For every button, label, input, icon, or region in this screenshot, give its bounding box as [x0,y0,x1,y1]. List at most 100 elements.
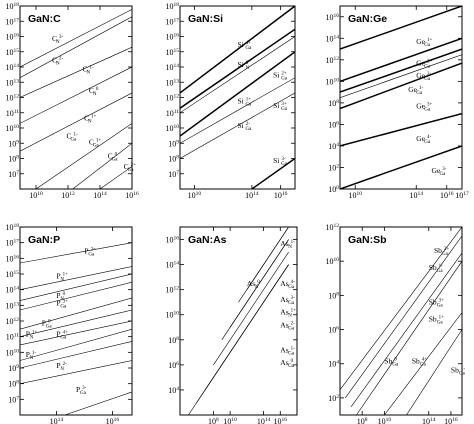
curve-label: As 1-Ga [280,345,295,356]
curve-label: Ge 3+ Ga [416,102,432,113]
y-tick-label: 1014 [166,261,180,270]
y-tick-label: 1012 [6,94,20,103]
curve-label: C 3-N [52,34,64,45]
curve-label: Ge 3-Ga [432,166,447,177]
y-tick-label: 1011 [6,333,20,342]
curve-label: As 1+ N [280,308,296,319]
plot-frame [339,226,463,416]
curve-label: P 1-N [26,350,37,361]
x-tick-label: 1010 [349,191,363,200]
series-line-1 [20,242,132,264]
x-tick-label: 1014 [410,191,424,200]
y-tick-label: 1016 [6,33,20,42]
y-tick-label: 1014 [166,63,180,72]
curve-label: Si 0 N [238,60,250,71]
y-tick-label: 1017 [166,17,180,26]
y-tick-label: 107 [8,170,19,179]
y-tick-label: 1012 [326,223,340,232]
curve-label: C 1+ N [84,114,97,125]
y-tick-label: 1016 [326,13,340,22]
y-tick-label: 1017 [6,239,20,248]
series-line-2 [345,235,462,399]
series-group [20,9,132,189]
curve-label: C 1-N [82,65,94,76]
panel-6: 108 1010 1014 1016 102 104 106 108 1010 1012 GaN:S… [326,223,466,424]
series-group [20,242,132,415]
x-tick-label: 1014 [245,191,259,200]
series-line-3 [20,273,132,301]
series-line-5 [340,62,462,110]
x-tick-label: 1014 [257,417,271,424]
x-tick-label: 1010 [378,417,392,424]
panel-title: GaN:C [28,13,61,25]
y-tick-label: 106 [168,361,179,370]
curve-label: Si 1+ Ga [238,97,253,108]
y-tick-label: 1012 [166,94,180,103]
y-tick-label: 1016 [166,33,180,42]
curve-label: Ge 1-Ga [408,85,423,96]
series-line-11 [64,391,132,415]
curve-label: C 2+ Ga [124,162,137,173]
series-line-6 [20,309,132,337]
series-line-7 [340,145,462,189]
plot-frame [339,5,463,190]
y-tick-label: 1013 [6,301,20,310]
series-line-3 [340,48,462,93]
curve-label: C 1-Ga [66,132,78,143]
curve-label: As 0 N [247,279,260,290]
curve-label: Si 2+ Ga [273,71,288,82]
y-tick-label: 104 [328,142,339,151]
y-tick-label: 100 [328,185,339,194]
x-tick-label: 1016 [440,191,454,200]
panel-title: GaN:Si [188,13,223,25]
y-tick-label: 1010 [326,77,340,86]
curve-label: Sb 1-Ga [429,263,444,274]
plot-frame [179,226,298,416]
series-line-5 [20,92,132,152]
x-tick-label: 1016 [274,191,288,200]
curve-label: Si 3+ Ga [273,101,288,112]
y-tick-label: 1015 [6,270,20,279]
x-tick-label: 1017 [455,191,469,200]
series-line-5 [213,251,289,366]
y-tick-label: 1017 [6,17,20,26]
y-tick-label: 107 [168,170,179,179]
series-line-3 [20,46,132,98]
x-tick-label: 1016 [125,191,139,200]
y-tick-label: 1010 [6,124,20,133]
y-tick-label: 1013 [6,78,20,87]
series-line-4 [180,51,295,137]
curve-label: Ge 1+ Ga [416,37,432,48]
y-tick-label: 1012 [6,317,20,326]
series-line-8 [99,166,132,189]
curve-label: P 3-Ga [76,385,87,396]
series-line-2 [20,16,132,78]
y-tick-label: 108 [8,380,19,389]
panel-1: 1010 1012 1014 1016 107 108 109 1010 1011 1012 101… [6,2,140,200]
series-line-6 [35,123,132,189]
series-line-2 [340,37,462,83]
curve-label: Sb 3+ Ga [429,297,444,308]
y-tick-label: 1012 [326,56,340,65]
panel-3: 1010 1014 1016 1017100102104106108101010121… [326,5,469,200]
series-line-10 [20,360,132,384]
curve-label: C 2-N [52,55,64,66]
y-tick-label: 106 [328,326,339,335]
curve-label: Si 4+ Ga [238,40,253,51]
y-tick-label: 108 [168,336,179,345]
series-line-5 [384,312,462,415]
y-tick-label: 1014 [326,34,340,43]
curve-label: P 1+ N [26,330,38,341]
curve-label: P 3+ Ga [56,298,68,309]
curve-label: Sb 0 Ga [384,357,399,368]
y-tick-label: 104 [328,360,339,369]
y-tick-label: 108 [168,155,179,164]
panel-title: GaN:Sb [348,234,387,246]
curve-label: As 2-Ga [280,320,295,331]
y-tick-label: 1010 [326,257,340,266]
panel-title: GaN:As [188,234,227,246]
curve-label: As 0 Ga [280,358,295,369]
